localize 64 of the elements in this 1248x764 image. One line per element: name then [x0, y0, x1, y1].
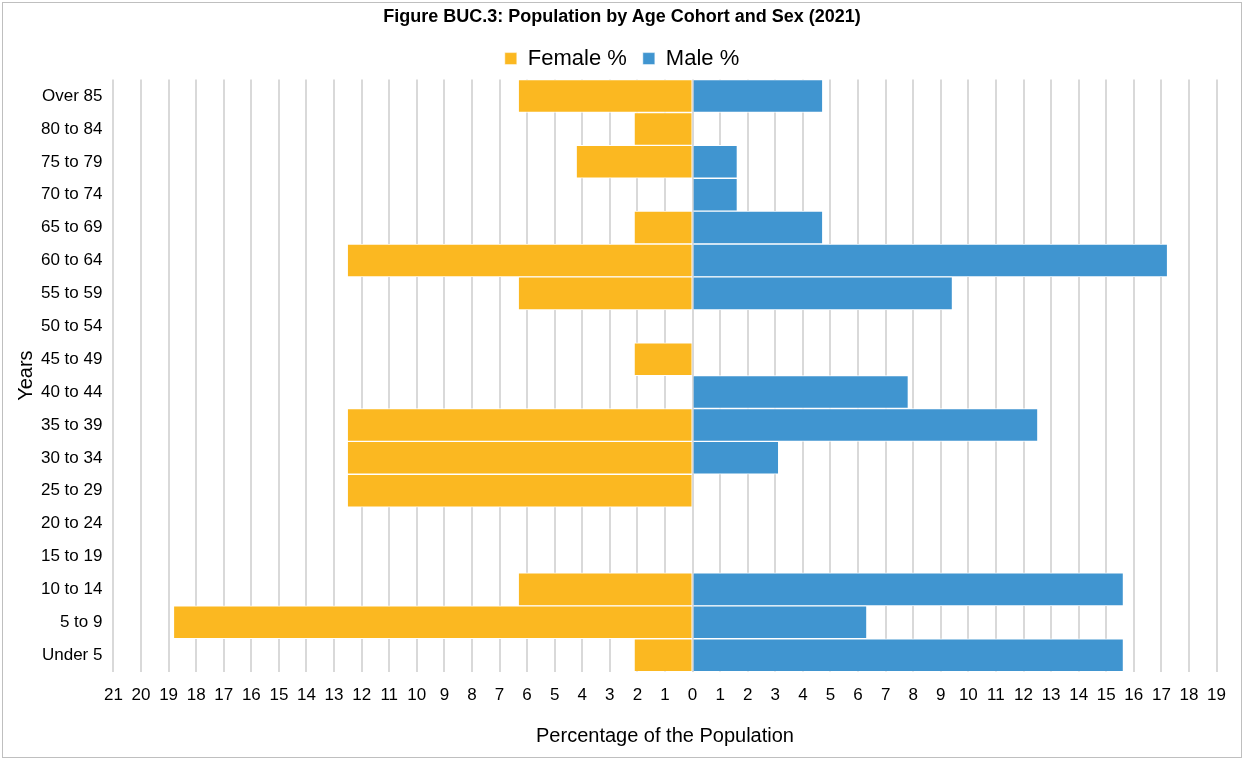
y-tick-label: 5 to 9 — [59, 611, 103, 631]
x-tick-label: 1 — [715, 685, 725, 705]
x-tick-label: 4 — [577, 685, 587, 705]
x-tick-label: 0 — [687, 685, 698, 705]
x-tick-label: 18 — [186, 685, 206, 705]
y-tick-label: 60 to 64 — [40, 250, 103, 270]
x-tick-label: 21 — [103, 685, 123, 705]
x-tick-label: 2 — [632, 685, 643, 705]
x-tick-label: 16 — [241, 685, 261, 705]
y-tick-label: Over 85 — [41, 85, 103, 105]
y-tick-label: 45 to 49 — [40, 348, 103, 368]
x-tick-label: 9 — [936, 685, 946, 705]
y-tick-label: 25 to 29 — [40, 480, 103, 500]
y-tick-label: Under 5 — [41, 644, 103, 664]
y-tick-label: 40 to 44 — [40, 381, 103, 401]
x-tick-label: 10 — [407, 685, 427, 705]
x-tick-label: 8 — [908, 685, 918, 705]
x-tick-label: 5 — [549, 685, 560, 705]
y-tick-label: 15 to 19 — [40, 546, 103, 566]
x-tick-label: 15 — [1096, 685, 1116, 705]
y-axis-title: Years — [13, 350, 36, 401]
x-tick-label: 5 — [825, 685, 836, 705]
x-tick-label: 19 — [159, 685, 179, 705]
x-tick-label: 15 — [269, 685, 289, 705]
y-tick-label: 70 to 74 — [40, 184, 103, 204]
x-tick-label: 20 — [131, 685, 151, 705]
x-tick-label: 3 — [605, 685, 615, 705]
x-tick-label: 12 — [1014, 685, 1033, 705]
x-tick-label: 10 — [958, 685, 978, 705]
x-tick-label: 6 — [853, 685, 863, 705]
x-tick-label: 11 — [987, 685, 1005, 705]
x-tick-label: 3 — [770, 685, 781, 705]
x-tick-label: 7 — [880, 685, 891, 705]
x-tick-label: 13 — [1041, 685, 1061, 705]
x-tick-label: 8 — [467, 685, 477, 705]
x-tick-label: 11 — [380, 685, 399, 705]
x-tick-label: 14 — [297, 685, 316, 705]
y-tick-label: 10 to 14 — [40, 579, 103, 599]
y-tick-label: 75 to 79 — [40, 151, 103, 171]
y-tick-label: 80 to 84 — [40, 118, 103, 138]
y-tick-label: 55 to 59 — [40, 283, 103, 303]
y-tick-label: 20 to 24 — [40, 513, 103, 533]
legend-label: Male % — [665, 44, 740, 70]
x-tick-label: 17 — [214, 685, 234, 705]
x-tick-label: 13 — [324, 685, 344, 705]
x-tick-label: 18 — [1179, 685, 1199, 705]
x-tick-label: 12 — [352, 685, 372, 705]
chart-title: Figure BUC.3: Population by Age Cohort and Sex (2021) — [383, 5, 861, 26]
y-tick-label: 30 to 34 — [40, 447, 103, 467]
x-tick-label: 9 — [439, 685, 450, 705]
x-tick-label: 2 — [742, 685, 753, 705]
x-axis-title: Percentage of the Population — [536, 723, 794, 746]
x-tick-label: 7 — [494, 685, 505, 705]
x-tick-label: 6 — [522, 685, 532, 705]
x-tick-label: 14 — [1069, 685, 1089, 705]
y-tick-label: 50 to 54 — [40, 315, 103, 335]
x-tick-label: 19 — [1207, 685, 1227, 705]
x-tick-label: 1 — [660, 685, 670, 705]
legend-label: Female % — [527, 44, 627, 70]
x-tick-label: 16 — [1124, 685, 1144, 705]
y-tick-label: 65 to 69 — [40, 217, 103, 237]
x-tick-label: 17 — [1151, 685, 1171, 705]
y-tick-label: 35 to 39 — [40, 414, 103, 434]
x-tick-label: 4 — [798, 685, 808, 705]
